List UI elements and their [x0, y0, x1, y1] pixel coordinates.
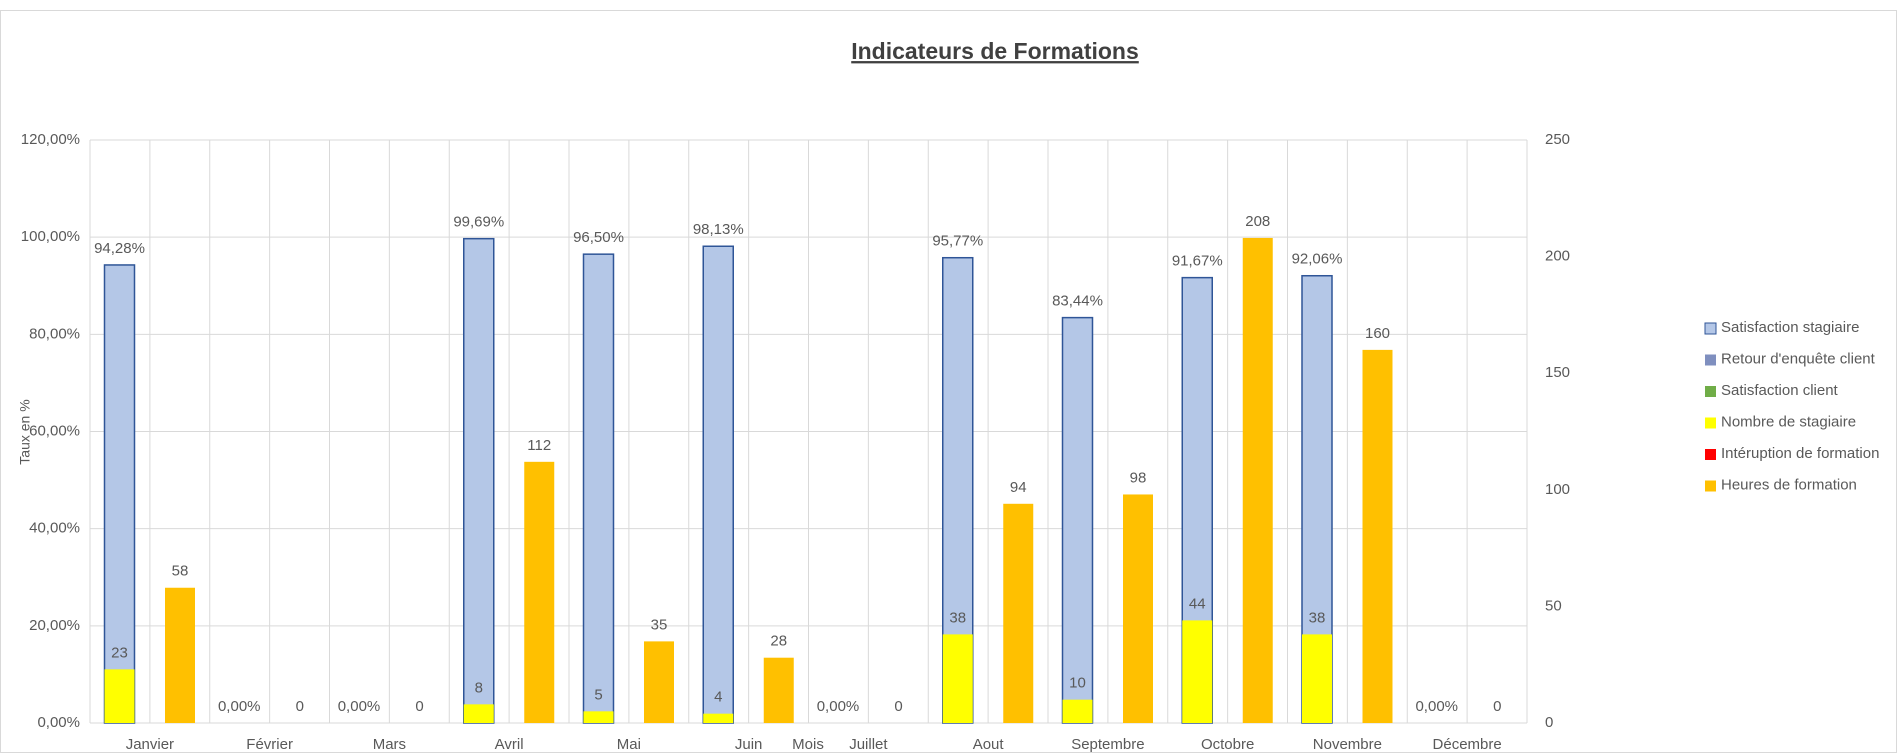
bar: [1061, 316, 1094, 724]
y2-tick-label: 200: [1545, 248, 1570, 265]
bar: [1362, 349, 1393, 723]
data-label: 44: [1189, 595, 1206, 612]
bar: [1003, 503, 1034, 723]
bar: [582, 253, 615, 724]
bar: [165, 587, 195, 723]
x-tick-label: Octobre: [1201, 736, 1254, 753]
bar: [1302, 634, 1332, 723]
x-tick-label: Novembre: [1313, 736, 1382, 753]
bar: [703, 713, 734, 723]
y-axis-title: Taux en %: [17, 399, 33, 464]
data-label: 96,50%: [573, 229, 624, 246]
legend-label: Intéruption de formation: [1721, 445, 1879, 462]
data-label: 0: [415, 698, 423, 715]
data-label: 0,00%: [1415, 698, 1458, 715]
bar: [1242, 237, 1273, 723]
bar: [104, 669, 135, 723]
legend-swatch: [1705, 386, 1716, 397]
data-label: 4: [714, 689, 722, 706]
x-tick-label: Juillet: [849, 736, 888, 753]
data-label: 94,28%: [94, 240, 145, 257]
data-label: 94: [1010, 479, 1027, 496]
data-label: 208: [1245, 213, 1270, 230]
bar: [763, 657, 794, 723]
y2-tick-label: 100: [1545, 481, 1570, 498]
data-label: 0: [296, 698, 304, 715]
data-label: 91,67%: [1172, 253, 1223, 270]
data-label: 10: [1069, 675, 1086, 692]
data-label: 0,00%: [338, 698, 381, 715]
data-label: 38: [1309, 609, 1326, 626]
y2-tick-label: 50: [1545, 597, 1562, 614]
legend-label: Nombre de stagiaire: [1721, 413, 1856, 430]
data-label: 58: [172, 563, 189, 580]
x-tick-label: Septembre: [1071, 736, 1144, 753]
bar: [463, 704, 494, 723]
bar: [583, 711, 614, 723]
data-label: 35: [651, 616, 668, 633]
y2-tick-label: 150: [1545, 364, 1570, 381]
legend-label: Heures de formation: [1721, 476, 1857, 493]
x-tick-label: Aout: [973, 736, 1005, 753]
bar: [644, 641, 674, 723]
x-tick-label: Mai: [617, 736, 641, 753]
bar: [1062, 699, 1093, 723]
bar: [1182, 620, 1213, 723]
bar: [1123, 494, 1153, 723]
x-tick-label: Mars: [373, 736, 406, 753]
x-tick-label: Février: [246, 736, 293, 753]
data-label: 92,06%: [1292, 251, 1343, 268]
y-tick-label: 100,00%: [21, 228, 80, 245]
y2-tick-label: 0: [1545, 714, 1553, 731]
bar: [103, 264, 136, 724]
legend-swatch: [1705, 354, 1716, 366]
data-label: 98,13%: [693, 221, 744, 238]
x-tick-label: Décembre: [1433, 736, 1502, 753]
chart-title: Indicateurs de Formations: [851, 38, 1139, 64]
y-tick-label: 120,00%: [21, 131, 80, 148]
bar: [524, 461, 555, 723]
data-label: 0: [894, 698, 902, 715]
data-label: 112: [527, 437, 551, 454]
y-tick-label: 20,00%: [29, 617, 80, 634]
y2-tick-label: 250: [1545, 131, 1570, 148]
legend-label: Satisfaction client: [1721, 382, 1839, 399]
data-label: 0,00%: [218, 698, 261, 715]
x-tick-label: Avril: [495, 736, 524, 753]
data-label: 0,00%: [817, 698, 860, 715]
legend-swatch: [1705, 417, 1716, 429]
x-tick-label: Janvier: [126, 736, 174, 753]
bar: [942, 634, 973, 723]
legend-swatch: [1705, 480, 1716, 492]
y-tick-label: 0,00%: [37, 714, 80, 731]
bar: [702, 245, 734, 724]
y-tick-label: 80,00%: [29, 325, 80, 342]
data-label: 0: [1493, 698, 1501, 715]
data-label: 28: [770, 633, 787, 650]
legend-swatch: [1704, 322, 1717, 335]
data-label: 38: [949, 609, 966, 626]
data-label: 160: [1365, 325, 1390, 342]
data-label: 8: [475, 679, 483, 696]
data-label: 5: [594, 686, 602, 703]
data-label: 98: [1130, 469, 1147, 486]
data-label: 95,77%: [932, 233, 983, 250]
legend-swatch: [1705, 449, 1716, 460]
data-label: 99,69%: [453, 214, 504, 231]
data-label: 83,44%: [1052, 293, 1103, 310]
y-tick-label: 40,00%: [29, 520, 80, 537]
legend-label: Satisfaction stagiaire: [1721, 319, 1859, 336]
x-tick-label: Juin: [735, 736, 763, 753]
bar: [463, 237, 495, 724]
x-axis-title: Mois: [792, 736, 824, 753]
data-label: 23: [111, 644, 128, 661]
legend-label: Retour d'enquête client: [1721, 350, 1876, 367]
y-tick-label: 60,00%: [29, 422, 80, 439]
